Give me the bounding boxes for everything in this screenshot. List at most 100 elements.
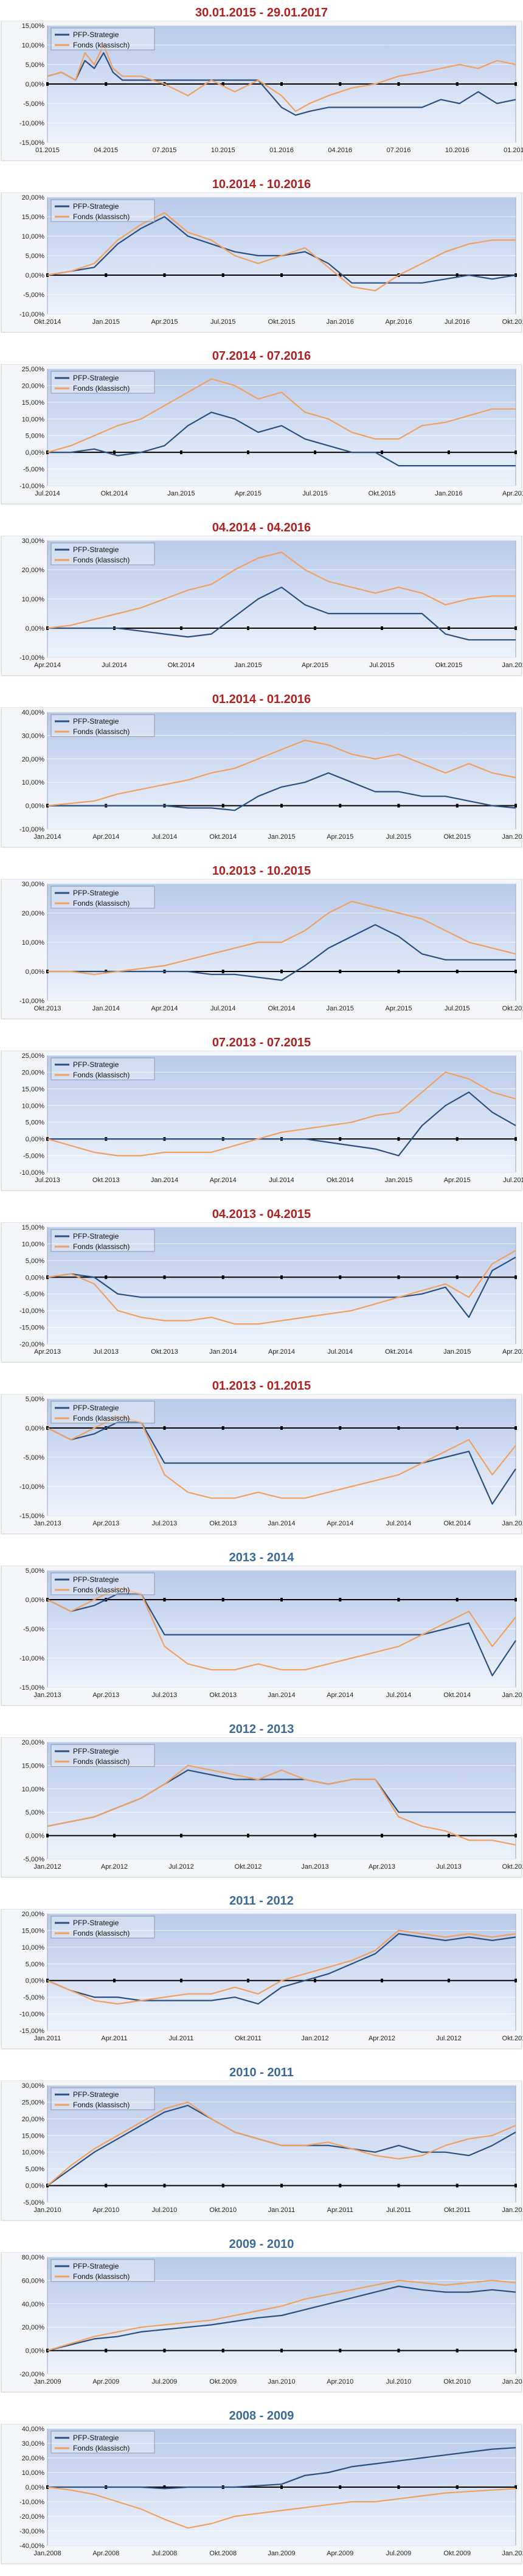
chart-panel: 2012 - 2013 20,00% 15,00% 10,00% 5,00% 0,00% -… [0, 1717, 523, 1888]
x-tick-label: Jul.2012 [436, 2035, 462, 2042]
x-tick-label: Apr.2014 [327, 1520, 353, 1527]
y-tick-label: 30,00% [22, 881, 45, 888]
x-tick-label: Apr.2010 [327, 2378, 353, 2385]
x-tick-label: Jan.2014 [209, 1348, 237, 1356]
line-chart: 20,00% 15,00% 10,00% 5,00% 0,00% -5,00% -10,00… [1, 1909, 523, 2049]
x-tick-label: Jan.2009 [268, 2550, 295, 2557]
zero-line-marker [339, 2183, 342, 2188]
chart-panel: 30.01.2015 - 29.01.2017 15,00% 10,00% 5,00%… [0, 0, 523, 172]
zero-line-marker [180, 1833, 182, 1838]
series-line-pfp-strategie [47, 772, 516, 811]
y-tick-label: -10,00% [19, 1307, 44, 1315]
x-tick-label: Jul.2015 [386, 833, 412, 841]
x-tick-label: Apr.2009 [327, 2550, 353, 2557]
line-chart: 5,00% 0,00% -5,00% -10,00% -15,00%Jan.2013 Ap… [1, 1566, 523, 1706]
chart-panel: 2011 - 2012 20,00% 15,00% 10,00% 5,00% 0,00% -… [0, 1888, 523, 2060]
x-tick-label: Okt.2013 [151, 1348, 178, 1356]
series-line-fonds-klassisch [47, 1071, 516, 1157]
x-tick-label: Apr.2016 [502, 490, 523, 497]
x-tick-label: Okt.2014 [385, 1348, 412, 1356]
chart-panel: 01.2014 - 01.2016 40,00% 30,00% 20,00% 10,00… [0, 687, 523, 858]
zero-line-marker [514, 2183, 517, 2188]
y-tick-label: 5,00% [26, 1567, 44, 1575]
y-tick-label: 40,00% [22, 2426, 45, 2433]
y-tick-label: -5,00% [23, 100, 44, 108]
x-tick-label: Jan.2015 [502, 1692, 523, 1699]
line-chart: 20,00% 15,00% 10,00% 5,00% 0,00% -5,00% -10,00… [1, 192, 523, 333]
x-tick-label: Jan.2016 [502, 833, 523, 841]
legend-label-pfp-strategie: PFP-Strategie [73, 1919, 119, 1927]
y-tick-label: 20,00% [22, 910, 45, 917]
zero-line-marker [397, 82, 400, 86]
y-tick-label: -30,00% [19, 2528, 44, 2535]
y-tick-label: -10,00% [19, 2499, 44, 2506]
legend-label-fonds-klassisch: Fonds (klassisch) [73, 556, 130, 564]
x-tick-label: Apr.2016 [385, 318, 412, 326]
x-tick-label: Jan.2014 [268, 1520, 295, 1527]
x-tick-label: Apr.2014 [210, 1177, 237, 1184]
x-tick-label: Apr.2014 [327, 1692, 353, 1699]
x-tick-label: Jan.2011 [502, 2378, 523, 2385]
x-tick-label: 01.2016 [269, 147, 294, 154]
chart-panel: 2009 - 2010 80,00% 60,00% 40,00% 20,00% 0,00%… [0, 2231, 523, 2403]
legend-label-fonds-klassisch: Fonds (klassisch) [73, 1586, 130, 1594]
y-tick-label: -5,00% [23, 1626, 44, 1633]
zero-line-marker [455, 2485, 459, 2489]
y-tick-label: -40,00% [19, 2543, 44, 2550]
chart-title: 2013 - 2014 [229, 1551, 294, 1564]
y-tick-label: 30,00% [22, 2082, 45, 2090]
y-tick-label: 0,00% [26, 81, 44, 88]
y-tick-label: 20,00% [22, 1911, 45, 1918]
x-tick-label: Okt.2011 [444, 2207, 471, 2214]
x-tick-label: Jan.2015 [502, 1520, 523, 1527]
x-tick-label: Jan.2011 [34, 2035, 61, 2042]
zero-line-marker [280, 2485, 283, 2489]
zero-line-marker [105, 273, 108, 277]
legend-box [50, 1057, 155, 1080]
line-chart: 20,00%15,00%10,00%5,00%0,00%-5,00%Jan.20… [1, 1737, 523, 1878]
x-tick-label: Apr.2015 [151, 318, 178, 326]
zero-line-marker [455, 1275, 459, 1279]
y-tick-label: -10,00% [19, 654, 44, 662]
legend-label-pfp-strategie: PFP-Strategie [73, 30, 119, 39]
x-tick-label: Apr.2014 [92, 833, 119, 841]
x-tick-label: Jul.2013 [93, 1348, 119, 1356]
x-tick-label: Jan.2016 [502, 662, 523, 669]
zero-line-marker [339, 1275, 342, 1279]
zero-line-marker [455, 2348, 459, 2353]
x-tick-label: Apr.2013 [369, 1863, 395, 1871]
y-tick-label: 0,00% [26, 1425, 44, 1432]
y-tick-label: 60,00% [22, 2277, 45, 2284]
y-tick-label: 30,00% [22, 732, 45, 740]
legend-label-pfp-strategie: PFP-Strategie [73, 545, 119, 554]
x-tick-label: Jul.2010 [386, 2378, 412, 2385]
y-tick-label: 15,00% [22, 1086, 45, 1093]
x-tick-label: 01.2015 [35, 147, 60, 154]
line-chart: 40,00%30,00%20,00%10,00%0,00%-10,00%Jan.… [1, 707, 523, 848]
zero-line-marker [280, 970, 283, 973]
y-tick-label: 0,00% [26, 968, 44, 976]
y-tick-label: 20,00% [22, 756, 45, 763]
y-tick-label: 25,00% [22, 1052, 45, 1060]
legend-label-pfp-strategie: PFP-Strategie [73, 1747, 119, 1755]
chart-title: 2009 - 2010 [229, 2238, 294, 2251]
series-line-fonds-klassisch [47, 1250, 516, 1325]
y-tick-label: 20,00% [22, 2455, 45, 2462]
x-tick-label: Jan.2014 [151, 1177, 178, 1184]
legend-box [50, 2259, 155, 2282]
x-tick-label: Apr.2015 [444, 1177, 471, 1184]
x-tick-label: Jan.2010 [502, 2550, 523, 2557]
x-tick-label: Jan.2015 [385, 1177, 412, 1184]
x-tick-label: Jan.2013 [301, 1863, 328, 1871]
chart-title: 07.2014 - 07.2016 [212, 349, 311, 363]
zero-line-marker [221, 273, 224, 277]
y-tick-label: -10,00% [19, 998, 44, 1005]
